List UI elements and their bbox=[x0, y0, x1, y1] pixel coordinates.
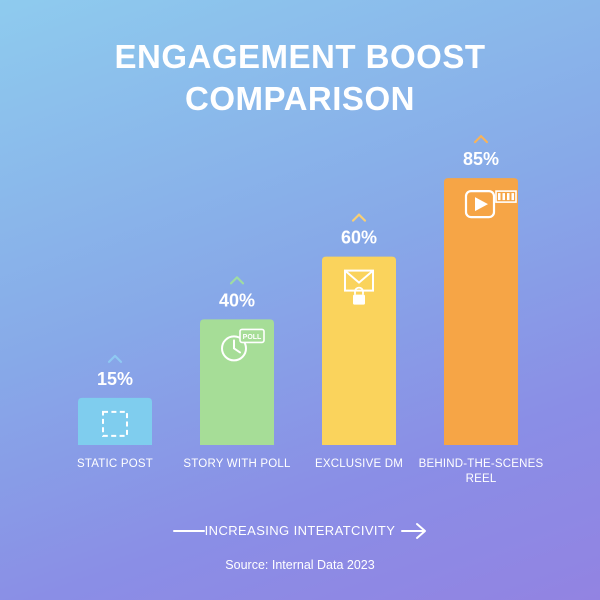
caret-up-icon bbox=[351, 213, 367, 222]
x-axis-label: INCREASING INTERATCIVITY bbox=[204, 523, 396, 538]
video-play-icon bbox=[464, 190, 517, 219]
clock-poll-icon: POLL bbox=[221, 328, 265, 362]
source-note: Source: Internal Data 2023 bbox=[225, 558, 375, 572]
bar-group: 15% STATIC POST bbox=[77, 354, 153, 470]
bar-group: 85% BEHIND-THE-SCENES REEL bbox=[419, 135, 544, 485]
data-label: 60% bbox=[341, 228, 377, 248]
category-label: REEL bbox=[466, 473, 497, 485]
interactivity-arrow-icon bbox=[173, 523, 426, 539]
caret-up-icon bbox=[229, 276, 245, 285]
envelope-lock-icon bbox=[344, 269, 374, 305]
bar-group: 60% EXCLUSIVE DM bbox=[315, 213, 403, 470]
category-label: STORY WITH POLL bbox=[183, 458, 291, 470]
category-label: STATIC POST bbox=[77, 458, 153, 470]
bar-group: 40% POLL STORY WITH POLL bbox=[183, 276, 291, 470]
bar bbox=[322, 256, 396, 445]
bar bbox=[200, 319, 274, 445]
chart-title-line-1: ENGAGEMENT BOOST bbox=[114, 38, 486, 75]
dashed-square-icon bbox=[102, 410, 128, 437]
svg-text:POLL: POLL bbox=[243, 334, 262, 341]
data-label: 85% bbox=[463, 149, 499, 169]
caret-up-icon bbox=[107, 354, 123, 363]
data-label: 15% bbox=[97, 369, 133, 389]
chart-title: ENGAGEMENT BOOST COMPARISON bbox=[0, 36, 600, 120]
chart-title-line-2: COMPARISON bbox=[185, 80, 415, 117]
bar bbox=[78, 397, 152, 445]
category-label: EXCLUSIVE DM bbox=[315, 458, 403, 470]
data-label: 40% bbox=[219, 290, 255, 310]
category-label: BEHIND-THE-SCENES bbox=[419, 458, 544, 470]
bar bbox=[444, 178, 518, 445]
caret-up-icon bbox=[473, 135, 489, 144]
